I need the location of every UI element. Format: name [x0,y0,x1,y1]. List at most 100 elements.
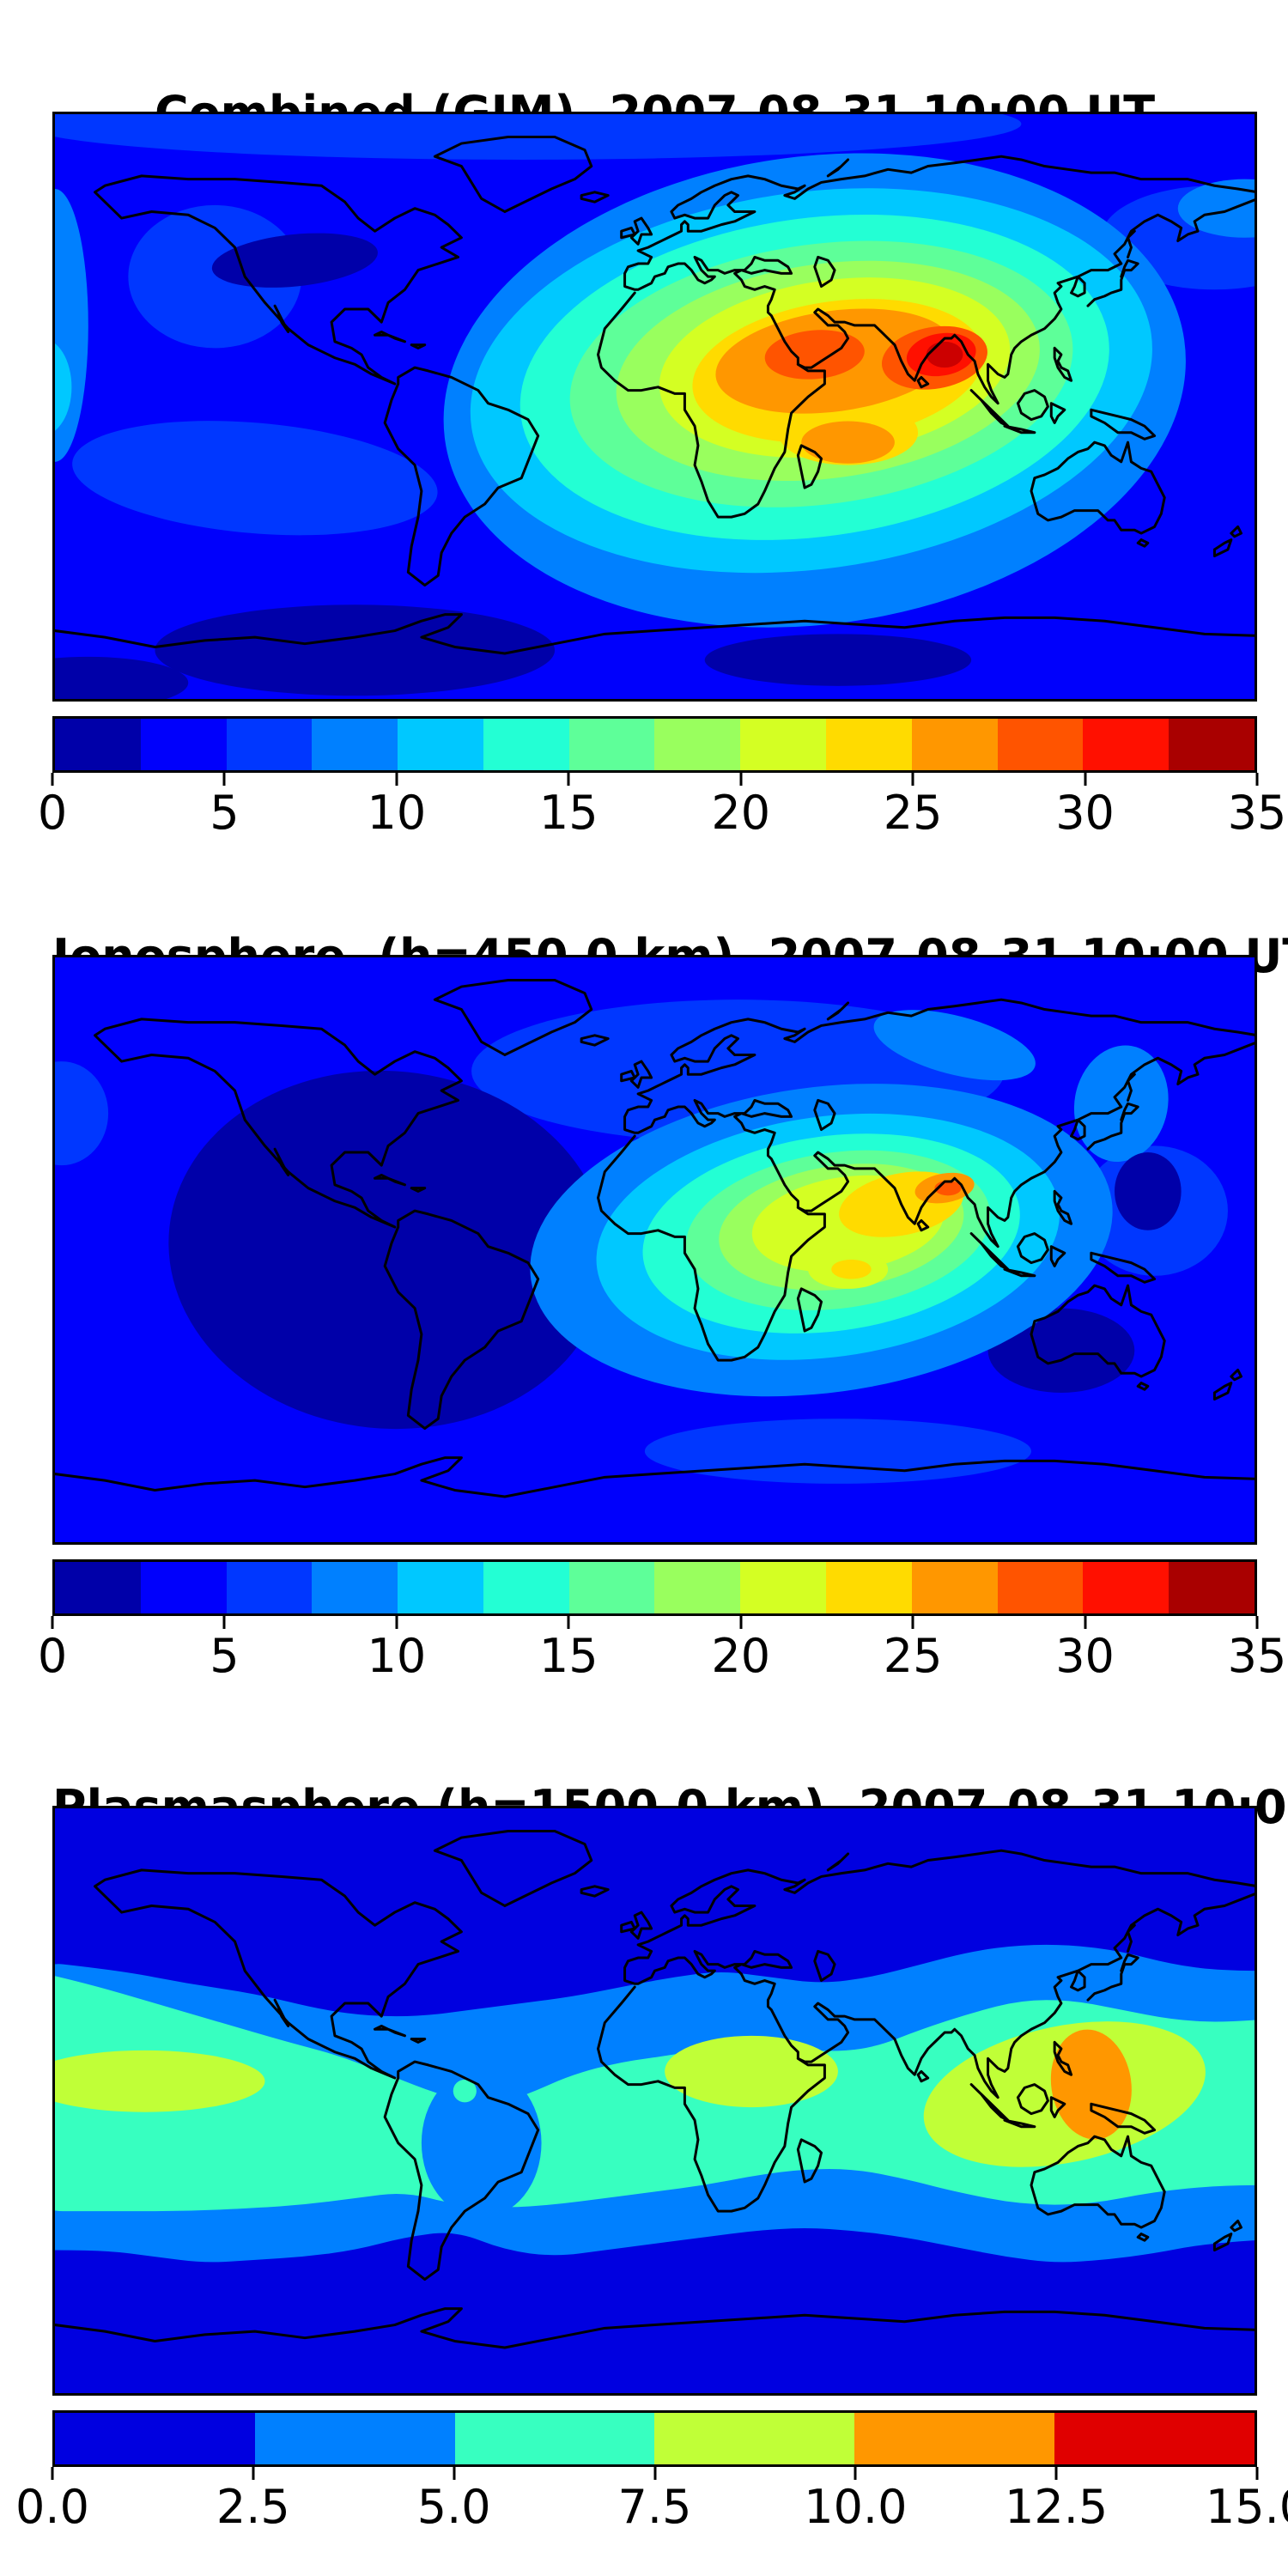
colorbar-tick [1255,1616,1259,1629]
colorbar-tick-label: 15.0 [1205,2480,1288,2534]
colorbar-ticks-ionosphere: 0 5 10 15 20 25 30 35 [38,1616,1286,1732]
colorbar-tick [567,773,570,786]
map-canvas [55,114,1255,699]
contour-band [704,634,972,686]
contour-band [55,1061,109,1166]
colorbar-tick [395,773,398,786]
colorbar-tick [222,773,226,786]
colorbar-tick-label: 5 [210,786,240,840]
contour-band [873,1010,1036,1081]
colorbar-tick [1054,2467,1058,2480]
colorbar-segment [1169,719,1255,770]
contour-band [644,1419,1032,1484]
contour-band [801,421,895,464]
colorbar-tick [653,2467,656,2480]
colorbar-segment [398,719,483,770]
colorbar-segment [140,1562,227,1613]
world-coastlines [55,1831,1255,2348]
map-canvas [55,1808,1255,2393]
colorbar-segment [454,2413,655,2464]
colorbar-segment [568,1562,655,1613]
map-canvas [55,957,1255,1542]
colorbar-segment [55,2413,255,2464]
colorbar-tick-label: 0.0 [15,2480,89,2534]
colorbar-segment [997,719,1084,770]
colorbar-tick [739,1616,743,1629]
colorbar-tick-label: 5.0 [416,2480,491,2534]
colorbar-tick-label: 10 [367,786,427,840]
colorbar-tick [51,1616,54,1629]
colorbar-segment [826,1562,912,1613]
colorbar-tick-label: 12.5 [1005,2480,1109,2534]
colorbar-tick [911,773,914,786]
colorbar-tick-label: 35 [1227,786,1287,840]
colorbar-segment [226,1562,313,1613]
colorbar-tick [739,773,743,786]
colorbar-segment [483,719,569,770]
colorbar-segment [740,719,827,770]
tec-map-ionosphere [52,955,1257,1545]
colorbar-segment [654,2413,855,2464]
contour-band [453,2079,477,2103]
colorbar-tick [222,1616,226,1629]
contour-band [1177,179,1255,238]
colorbar-tick-label: 35 [1227,1629,1287,1683]
colorbar-tick [911,1616,914,1629]
contour-band [55,656,189,699]
colorbar-tick-label: 15 [538,1629,598,1683]
colorbar-tick-label: 0 [37,786,68,840]
colorbar-segment [1169,1562,1255,1613]
world-coastlines [55,137,1255,653]
colorbar-tick-label: 20 [711,786,771,840]
colorbar-segment [1083,719,1170,770]
panel-plasmasphere: Plasmasphere (h=1500.0 km), 2007-08-31 1… [0,1739,1288,2576]
colorbar-tick [1255,773,1259,786]
colorbar-tick [453,2467,456,2480]
colorbar-tick-label: 30 [1055,786,1115,840]
colorbar-segment [254,2413,455,2464]
colorbar-segment [826,719,912,770]
colorbar-tick [567,1616,570,1629]
colorbar-segment [911,1562,998,1613]
colorbar-tick-label: 25 [883,1629,943,1683]
colorbar-tick-label: 2.5 [216,2480,290,2534]
contour-band [1050,2029,1132,2140]
contour-band [831,1259,872,1279]
contour-band [1073,1045,1169,1162]
colorbar-segment [312,719,398,770]
colorbar-tick-label: 25 [883,786,943,840]
colorbar-segment [1083,1562,1170,1613]
colorbar-segment [740,1562,827,1613]
colorbar-segment [398,1562,483,1613]
colorbar-segment [312,1562,398,1613]
colorbar-segment [997,1562,1084,1613]
colorbar-tick-label: 15 [538,786,598,840]
colorbar-tick [1255,2467,1259,2480]
colorbar-tick [395,1616,398,1629]
colorbar-tick [854,2467,857,2480]
colorbar-tick [1084,773,1087,786]
colorbar-tick-label: 7.5 [617,2480,692,2534]
colorbar-segment [55,719,141,770]
colorbar-tick-label: 10 [367,1629,427,1683]
colorbar-combined [52,716,1257,773]
colorbar-tick-label: 10.0 [804,2480,908,2534]
colorbar-segment [140,719,227,770]
contour-band [926,341,963,368]
contour-band [55,2050,265,2112]
tec-map-combined [52,112,1257,702]
contour-band [72,421,438,536]
colorbar-tick [51,773,54,786]
contour-band [55,343,72,431]
panel-ionosphere: Ionosphere (h=450.0 km), 2007-08-31 10:0… [0,888,1288,1734]
colorbar-tick-label: 20 [711,1629,771,1683]
contour-band [1115,1152,1182,1230]
contour-band [665,2035,838,2108]
colorbar-plasmasphere [52,2410,1257,2467]
colorbar-tick-label: 0 [37,1629,68,1683]
colorbar-segment [483,1562,569,1613]
colorbar-tick-label: 5 [210,1629,240,1683]
colorbar-segment [911,719,998,770]
contour-band [211,233,378,288]
